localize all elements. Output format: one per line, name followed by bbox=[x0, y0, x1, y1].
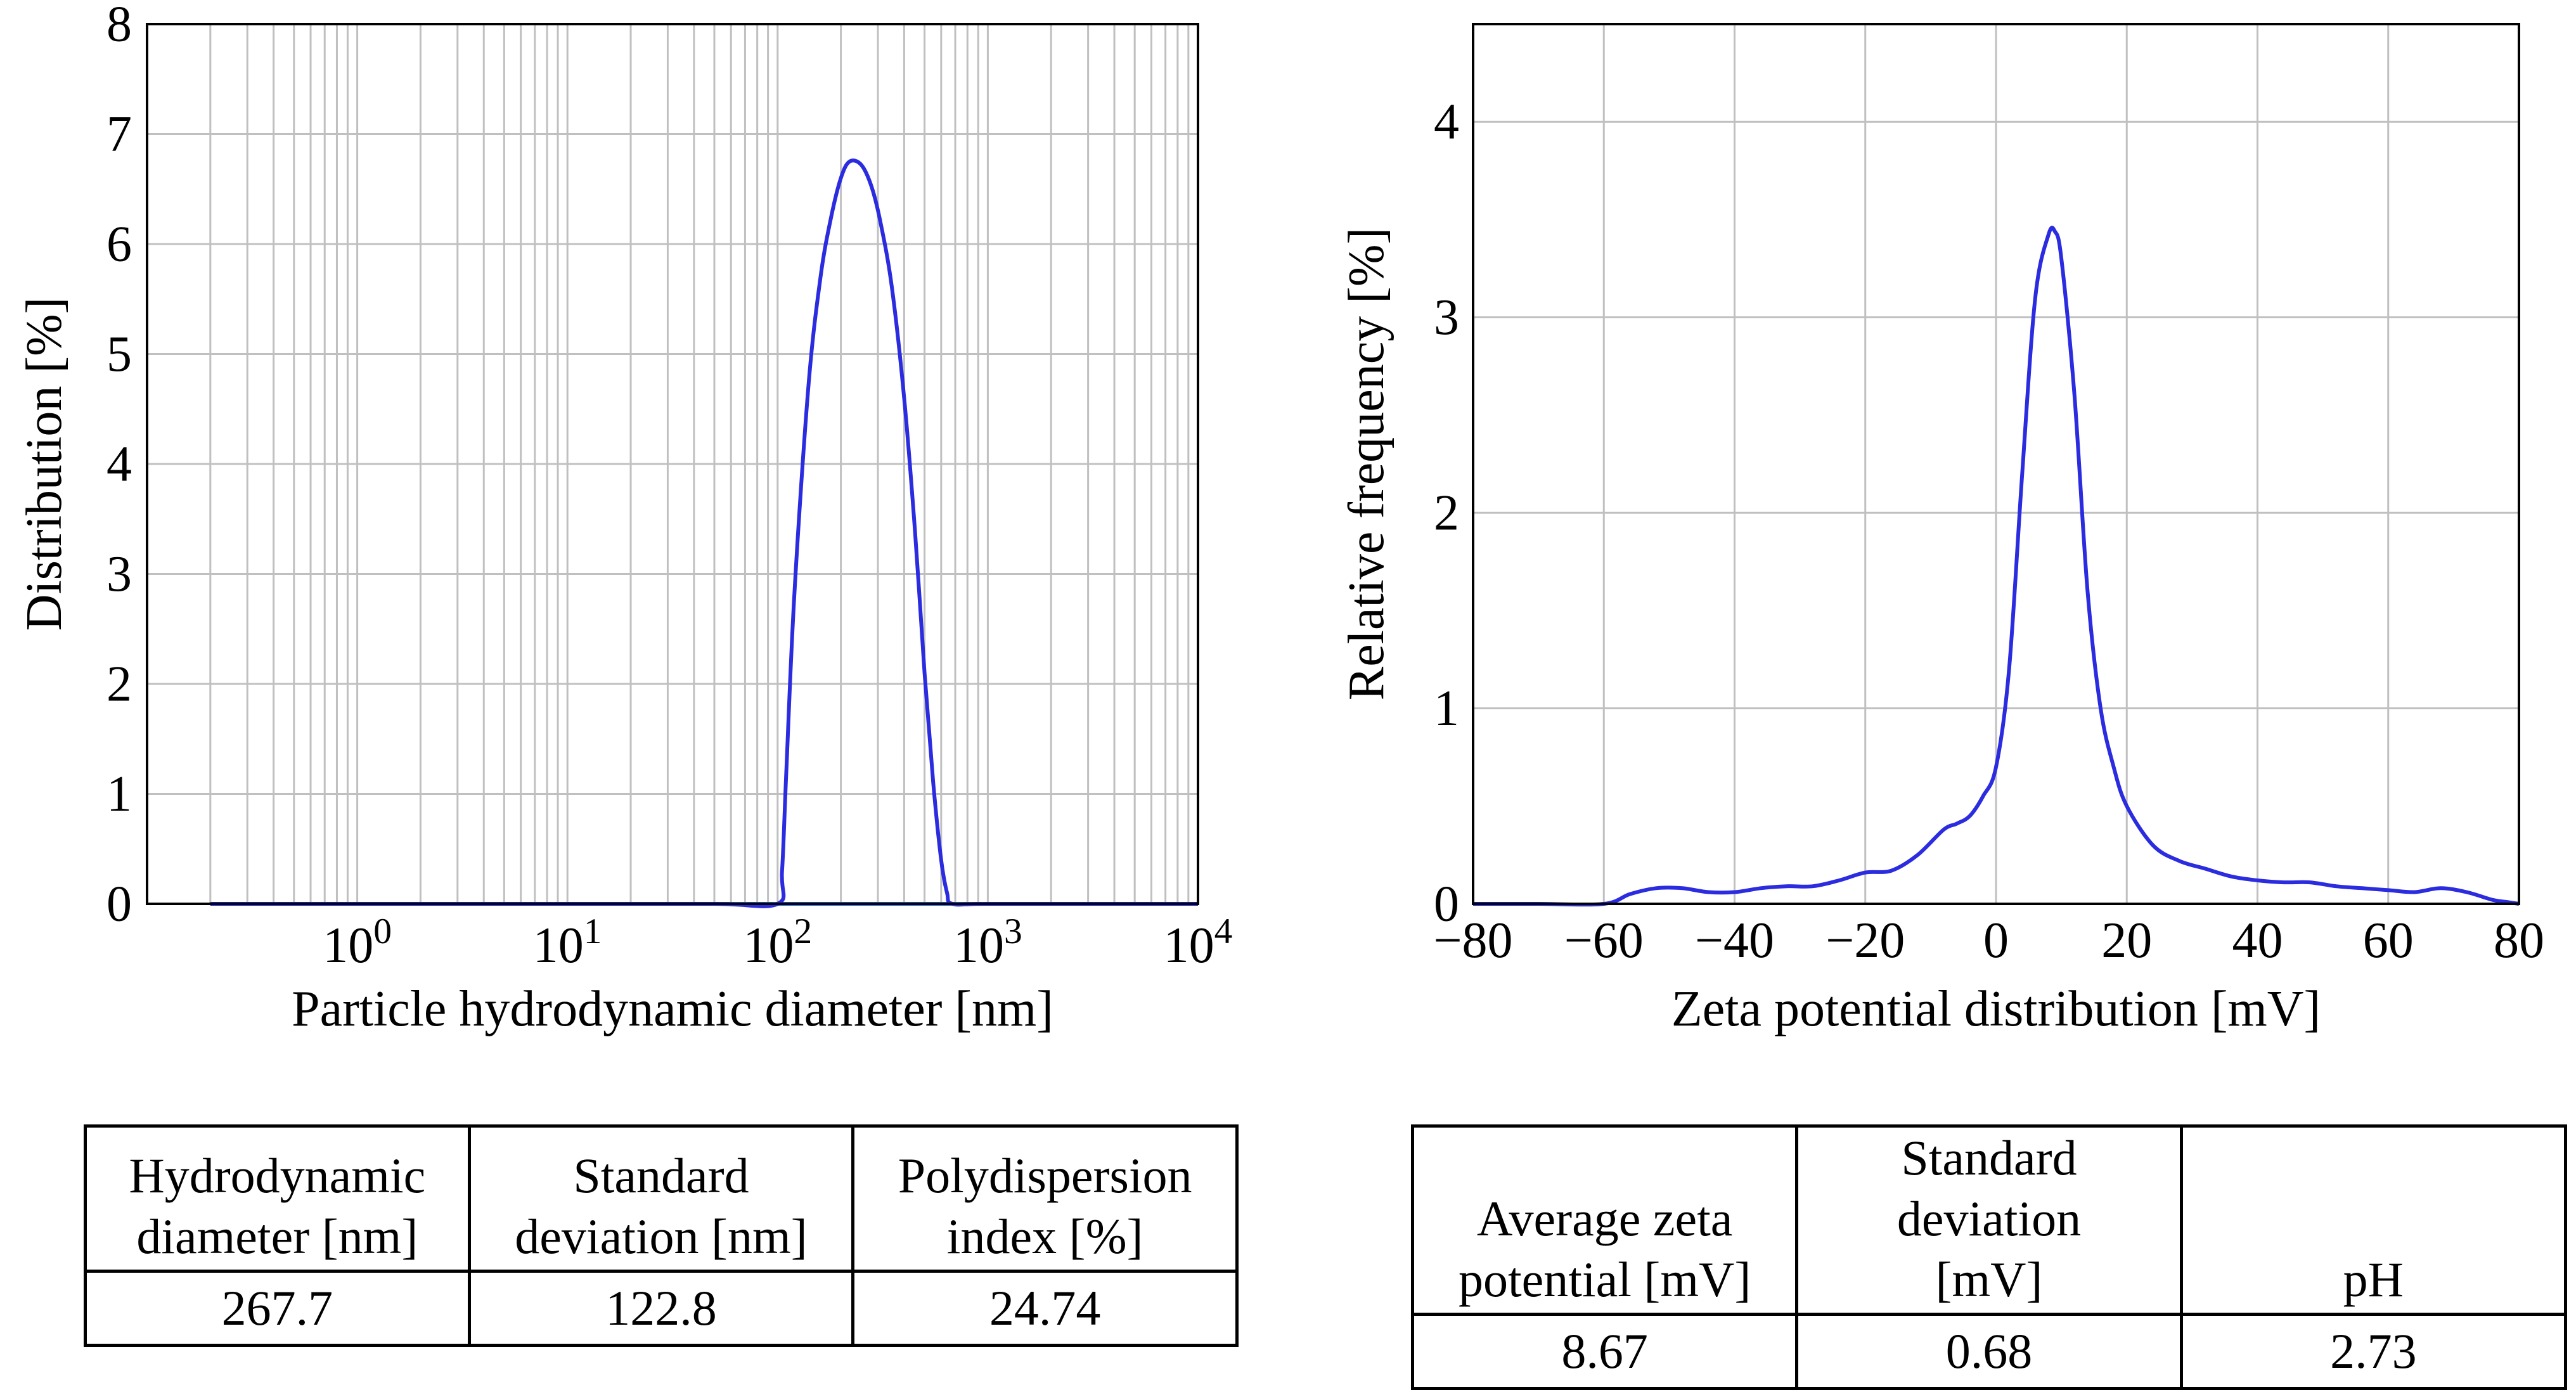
standard-deviation-value: 122.8 bbox=[467, 1270, 855, 1347]
polydispersion-index-value: 24.74 bbox=[851, 1270, 1239, 1347]
chart1-grid bbox=[147, 24, 1198, 904]
x-tick-label: 102 bbox=[743, 911, 812, 974]
y-tick-label: 7 bbox=[106, 106, 132, 162]
chart2-x-axis-label: Zeta potential distribution [mV] bbox=[1671, 981, 2321, 1037]
x-tick-label: −80 bbox=[1433, 913, 1512, 968]
x-tick-label: 104 bbox=[1164, 911, 1233, 974]
y-tick-label: 3 bbox=[1434, 290, 1459, 345]
chart2-y-axis-label: Relative frequency [%] bbox=[1339, 228, 1394, 700]
standard-deviation-header: Standard deviation [nm] bbox=[467, 1124, 855, 1273]
y-tick-label: 8 bbox=[106, 0, 132, 52]
table-header-row: Average zeta potential [mV] Standard devi… bbox=[1410, 1124, 2568, 1316]
average-zeta-header: Average zeta potential [mV] bbox=[1410, 1124, 1799, 1316]
size-statistics-table: Hydrodynamic diameter [nm] Standard deviat… bbox=[84, 1124, 1239, 1347]
x-tick-label: −40 bbox=[1695, 913, 1774, 968]
x-tick-label: 40 bbox=[2232, 913, 2283, 968]
y-tick-label: 4 bbox=[1434, 94, 1459, 150]
zeta-standard-deviation-value: 0.68 bbox=[1795, 1313, 2183, 1390]
average-zeta-value: 8.67 bbox=[1410, 1313, 1799, 1390]
hydrodynamic-diameter-value: 267.7 bbox=[84, 1270, 471, 1347]
chart2-frame bbox=[1472, 23, 2520, 905]
chart1-frame bbox=[146, 23, 1199, 905]
y-tick-label: 0 bbox=[106, 876, 132, 932]
x-tick-label: 20 bbox=[2101, 913, 2152, 968]
y-tick-label: 2 bbox=[1434, 486, 1459, 541]
x-tick-label: 0 bbox=[1983, 913, 2009, 968]
polydispersion-index-header: Polydispersion index [%] bbox=[851, 1124, 1239, 1273]
y-tick-label: 4 bbox=[106, 436, 132, 492]
table-value-row: 267.7 122.8 24.74 bbox=[84, 1270, 1239, 1347]
zeta-potential-chart: 0 1 2 3 4 −80 −60 −40 −20 0 20 40 60 80 Zeta potenti… bbox=[1339, 23, 2544, 1037]
x-tick-label: 60 bbox=[2363, 913, 2414, 968]
x-tick-label: 100 bbox=[323, 911, 392, 974]
chart1-y-ticks: 0 1 2 3 4 5 6 7 8 bbox=[106, 0, 132, 932]
size-distribution-chart: 0 1 2 3 4 5 6 7 8 100 101 102 103 104 Particle hydro… bbox=[16, 0, 1232, 1037]
x-tick-label: 101 bbox=[533, 911, 602, 974]
y-tick-label: 3 bbox=[106, 546, 132, 602]
ph-header: pH bbox=[2179, 1124, 2568, 1316]
x-tick-label: −60 bbox=[1564, 913, 1644, 968]
chart2-y-ticks: 0 1 2 3 4 bbox=[1434, 94, 1459, 932]
y-tick-label: 5 bbox=[106, 326, 132, 382]
table-value-row: 8.67 0.68 2.73 bbox=[1410, 1313, 2568, 1390]
x-tick-label: 103 bbox=[953, 911, 1022, 974]
ph-value: 2.73 bbox=[2179, 1313, 2568, 1390]
chart2-x-ticks: −80 −60 −40 −20 0 20 40 60 80 bbox=[1433, 913, 2544, 968]
chart2-grid bbox=[1473, 24, 2519, 904]
chart1-x-ticks: 100 101 102 103 104 bbox=[323, 911, 1232, 974]
zeta-standard-deviation-header: Standard deviation [mV] bbox=[1795, 1124, 2183, 1316]
hydrodynamic-diameter-header: Hydrodynamic diameter [nm] bbox=[84, 1124, 471, 1273]
zeta-statistics-table: Average zeta potential [mV] Standard devi… bbox=[1410, 1124, 2568, 1390]
chart1-y-axis-label: Distribution [%] bbox=[16, 297, 72, 631]
x-tick-label: −20 bbox=[1826, 913, 1905, 968]
y-tick-label: 1 bbox=[1434, 681, 1459, 737]
x-tick-label: 80 bbox=[2494, 913, 2544, 968]
chart1-x-axis-label: Particle hydrodynamic diameter [nm] bbox=[292, 981, 1053, 1037]
table-header-row: Hydrodynamic diameter [nm] Standard deviat… bbox=[84, 1124, 1239, 1273]
y-tick-label: 6 bbox=[106, 216, 132, 272]
y-tick-label: 0 bbox=[1434, 876, 1459, 932]
y-tick-label: 2 bbox=[106, 656, 132, 712]
chart2-frequency-line bbox=[1473, 226, 2520, 907]
y-tick-label: 1 bbox=[106, 766, 132, 822]
